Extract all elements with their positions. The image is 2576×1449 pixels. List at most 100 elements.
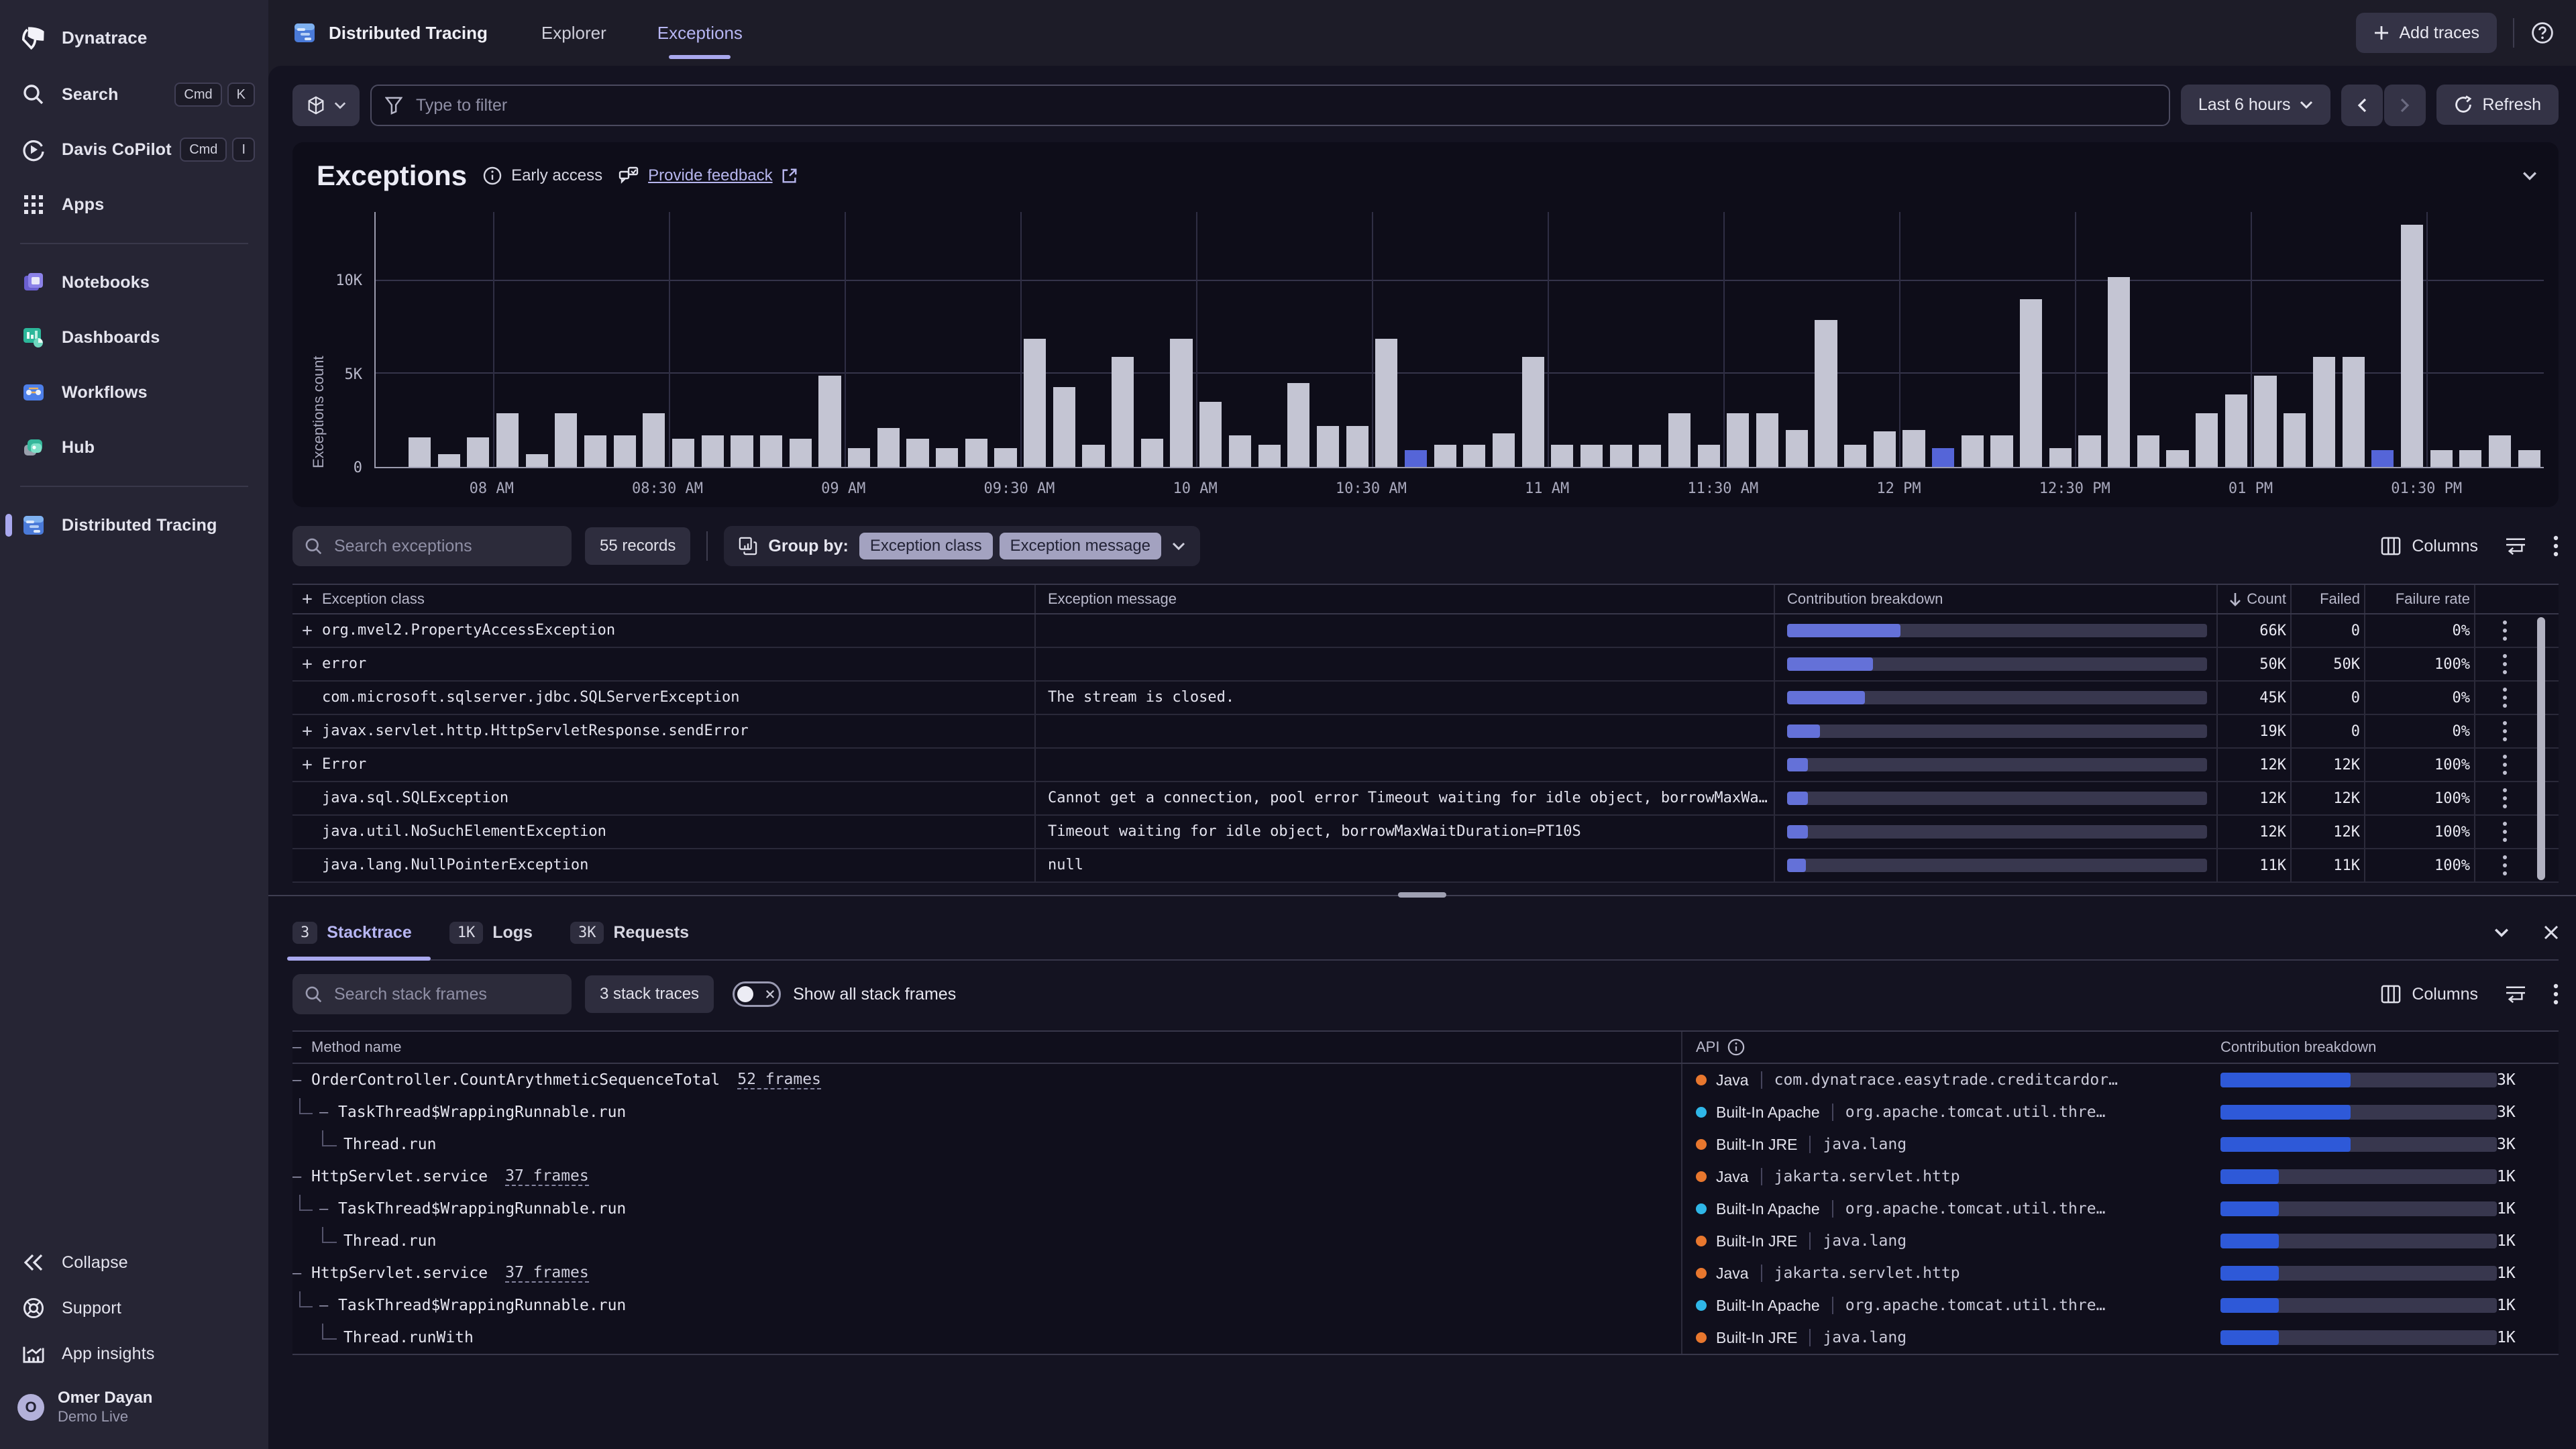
frames-count-link[interactable]: 37 frames <box>505 1167 589 1186</box>
filter-input[interactable] <box>413 95 2155 117</box>
sidebar-item-hub[interactable]: Hub <box>0 420 268 475</box>
column-header-exception-class[interactable]: Exception class <box>322 585 1034 613</box>
splitter-drag-handle[interactable] <box>1398 892 1446 898</box>
group-by-chip-exception-class[interactable]: Exception class <box>859 533 993 559</box>
add-traces-button[interactable]: Add traces <box>2356 13 2497 53</box>
chart-bar[interactable] <box>2459 450 2481 467</box>
help-icon[interactable] <box>2530 21 2555 45</box>
sidebar-item-collapse[interactable]: Collapse <box>0 1240 268 1285</box>
chart-bar[interactable] <box>2254 376 2276 467</box>
stack-frame-row[interactable]: Thread.runWith Built-In JRE java.lang 1K <box>292 1322 2559 1354</box>
chart-bar[interactable] <box>2225 394 2247 467</box>
column-header-api[interactable]: API <box>1681 1032 2211 1063</box>
chart-bar[interactable] <box>1727 413 1749 467</box>
time-back-button[interactable] <box>2341 85 2383 126</box>
chart-bar[interactable] <box>848 448 870 467</box>
column-header-method-name[interactable]: Method name <box>311 1038 402 1056</box>
sidebar-item-support[interactable]: Support <box>0 1285 268 1331</box>
collapse-detail-chevron-icon[interactable] <box>2494 928 2509 937</box>
collapse-panel-chevron-icon[interactable] <box>2522 171 2537 180</box>
chart-bar[interactable] <box>1580 445 1603 467</box>
exception-row[interactable]: + Error 12K 12K 100% <box>292 749 2559 782</box>
chart-bar[interactable] <box>2049 448 2072 467</box>
chart-bar[interactable] <box>1962 435 1984 467</box>
stack-frame-row[interactable]: –OrderController.CountArythmeticSequence… <box>292 1064 2559 1096</box>
chart-bar[interactable] <box>1199 402 1222 467</box>
expand-row-icon[interactable]: + <box>292 715 322 747</box>
kebab-menu-icon[interactable] <box>2553 983 2559 1005</box>
chart-bar[interactable] <box>409 437 431 467</box>
chart-bar[interactable] <box>1990 435 2012 467</box>
row-density-icon[interactable] <box>2505 537 2526 555</box>
chart-bar[interactable] <box>2196 413 2218 467</box>
chart-bar[interactable] <box>1024 339 1046 467</box>
chart-bar[interactable] <box>1287 383 1309 467</box>
chart-bar[interactable] <box>614 435 636 467</box>
chart-bar[interactable] <box>643 413 665 467</box>
collapse-node-icon[interactable]: – <box>319 1201 338 1218</box>
row-menu-button[interactable] <box>2474 715 2522 747</box>
chart-bar[interactable] <box>496 413 519 467</box>
columns-button[interactable]: Columns <box>2381 537 2478 556</box>
tab-explorer[interactable]: Explorer <box>541 0 606 66</box>
row-menu-button[interactable] <box>2474 682 2522 714</box>
column-header-exception-message[interactable]: Exception message <box>1034 585 1774 613</box>
collapse-node-icon[interactable]: – <box>292 1265 311 1282</box>
detail-tab-logs[interactable]: 1K Logs <box>449 906 533 959</box>
dynatrace-logo[interactable]: Dynatrace <box>0 8 268 67</box>
chart-bar[interactable] <box>2108 277 2130 467</box>
chart-bar[interactable] <box>1815 320 1837 467</box>
collapse-node-icon[interactable]: – <box>319 1297 338 1314</box>
chart-bar[interactable] <box>2166 450 2188 467</box>
chart-bar[interactable] <box>1786 430 1808 467</box>
collapse-all-icon[interactable]: – <box>292 1039 311 1056</box>
time-range-button[interactable]: Last 6 hours <box>2181 85 2331 125</box>
show-all-frames-toggle[interactable] <box>733 981 781 1007</box>
expand-row-icon[interactable]: + <box>292 614 322 647</box>
row-menu-button[interactable] <box>2474 648 2522 680</box>
exception-row[interactable]: com.microsoft.sqlserver.jdbc.SQLServerEx… <box>292 682 2559 715</box>
chart-bar[interactable] <box>1902 430 1925 467</box>
refresh-button[interactable]: Refresh <box>2436 85 2559 125</box>
sidebar-item-distributed-tracing[interactable]: Distributed Tracing <box>0 498 268 553</box>
chart-bar-selected[interactable] <box>1932 448 1954 467</box>
chart-bar[interactable] <box>1668 413 1690 467</box>
chart-bar[interactable] <box>1082 445 1104 467</box>
column-header-contribution[interactable]: Contribution breakdown <box>2211 1032 2559 1063</box>
chart-bar[interactable] <box>1522 357 1544 467</box>
frames-count-link[interactable]: 37 frames <box>505 1264 589 1283</box>
chart-bar[interactable] <box>965 439 987 467</box>
provide-feedback-link[interactable]: Provide feedback <box>648 166 772 185</box>
column-header-failed[interactable]: Failed <box>2290 585 2364 613</box>
chart-bar[interactable] <box>1698 445 1720 467</box>
stack-frame-row[interactable]: –TaskThread$WrappingRunnable.run Built-I… <box>292 1096 2559 1128</box>
chart-bar[interactable] <box>2313 357 2335 467</box>
chart-bar[interactable] <box>1551 445 1573 467</box>
sidebar-item-dashboards[interactable]: Dashboards <box>0 310 268 365</box>
column-header-contribution-breakdown[interactable]: Contribution breakdown <box>1774 585 2216 613</box>
sidebar-item-davis-copilot[interactable]: Davis CoPilot CmdI <box>0 122 268 177</box>
chart-bar[interactable] <box>936 448 958 467</box>
exceptions-search-input[interactable] <box>331 535 559 557</box>
row-density-icon[interactable] <box>2505 985 2526 1004</box>
exception-row[interactable]: java.sql.SQLException Cannot get a conne… <box>292 782 2559 816</box>
chart-bar[interactable] <box>555 413 577 467</box>
chart-bar[interactable] <box>672 439 694 467</box>
exception-row[interactable]: java.util.NoSuchElementException Timeout… <box>292 816 2559 849</box>
chart-bar[interactable] <box>1346 426 1368 467</box>
detail-tab-requests[interactable]: 3K Requests <box>570 906 689 959</box>
chart-bar-selected[interactable] <box>1405 450 1427 467</box>
stack-frame-row[interactable]: –TaskThread$WrappingRunnable.run Built-I… <box>292 1289 2559 1322</box>
chart-bar[interactable] <box>994 448 1016 467</box>
stack-frame-row[interactable]: Thread.run Built-In JRE java.lang 1K <box>292 1225 2559 1257</box>
chart-bar[interactable] <box>1639 445 1661 467</box>
close-icon[interactable] <box>2544 925 2559 940</box>
group-by-chip-exception-message[interactable]: Exception message <box>1000 533 1161 559</box>
chart-bar[interactable] <box>1141 439 1163 467</box>
column-header-failure-rate[interactable]: Failure rate <box>2364 585 2474 613</box>
expand-row-icon[interactable]: + <box>292 749 322 781</box>
sidebar-item-workflows[interactable]: Workflows <box>0 365 268 420</box>
chart-bar[interactable] <box>584 435 606 467</box>
sidebar-item-notebooks[interactable]: Notebooks <box>0 255 268 310</box>
frames-count-link[interactable]: 52 frames <box>737 1071 821 1089</box>
